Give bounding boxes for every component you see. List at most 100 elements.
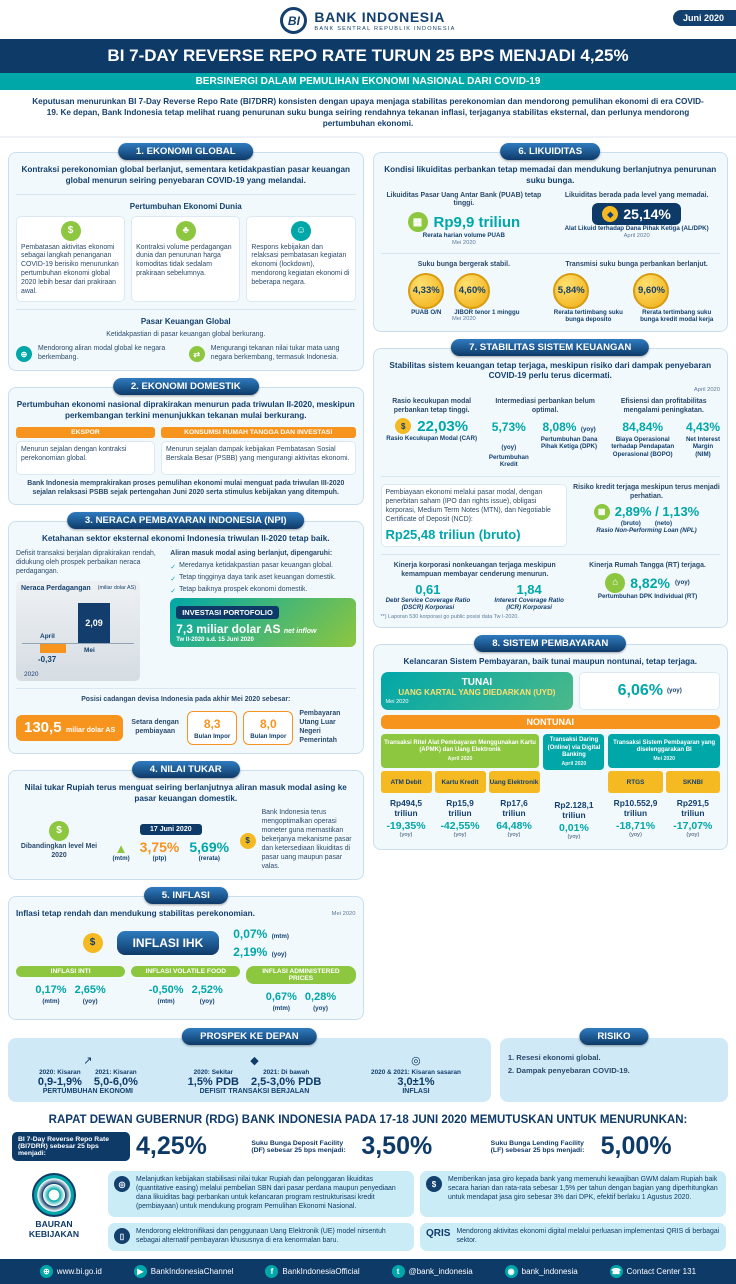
ap-yoy-s: (yoy): [313, 1004, 328, 1012]
date-badge: Juni 2020: [672, 10, 736, 26]
s3-reserves-lead: Posisi cadangan devisa Indonesia pada ak…: [81, 696, 291, 704]
inti-yoy: 2,65%: [74, 983, 106, 996]
risiko-item-1: 1. Resesi ekonomi global.: [507, 1053, 601, 1063]
s1-market-lead: Ketidakpastian di pasar keuangan global …: [106, 331, 266, 339]
ihk-yoy-suffix: (yoy): [271, 950, 287, 958]
section-5-header: 5. INFLASI: [143, 886, 228, 904]
s3-lead: Ketahanan sektor eksternal ekonomi Indon…: [41, 534, 330, 544]
s1-item-2: Kontraksi volume perdagangan dunia dan p…: [136, 243, 232, 278]
s3-inflow-title: Aliran masuk modal asing berlanjut, dipe…: [170, 550, 333, 558]
konsumsi-text: Menurun sejalan dampak kebijakan Pembata…: [165, 445, 350, 462]
chart-value-april: -0,37: [38, 655, 57, 665]
apmk-group-header: Transaksi Ritel Alat Pembayaran Mengguna…: [380, 734, 540, 769]
s6-lead: Kondisi likuiditas perbankan tetap memad…: [384, 165, 717, 185]
bauran-label: BAURAN KEBIJAKAN: [28, 1219, 80, 1240]
s2-note: Bank Indonesia memprakirakan proses pemu…: [27, 479, 345, 496]
aldpk-box: ◆ 25,14%: [592, 203, 681, 226]
s4-compare: Dibandingkan level Mei 2020: [20, 842, 98, 859]
rdg-title: RAPAT DEWAN GUBERNUR (RDG) BANK INDONESI…: [48, 1114, 688, 1127]
vf-mtm-s: (mtm): [157, 997, 175, 1005]
s4-date-badge: 17 Juni 2020: [139, 824, 202, 836]
section-likuiditas: 6. LIKUIDITAS Kondisi likuiditas perbank…: [372, 143, 728, 332]
import1-value: 8,3: [203, 717, 221, 732]
vf-yoy-s: (yoy): [199, 997, 215, 1005]
tunai-box: TUNAI UANG KARTAL YANG DIEDARKAN (UYD) M…: [380, 672, 574, 711]
prospek-growth-group: ↗ 2020: Kisaran 0,9-1,9% 2021: Kisaran 5…: [37, 1055, 138, 1096]
uyd-value: 6,06%: [617, 682, 663, 700]
npl-bars-icon: ▦: [593, 503, 610, 520]
inti-mtm-s: (mtm): [42, 997, 60, 1005]
uyd-value-box: 6,06% (yoy): [579, 672, 720, 711]
s7-footnote: **) Laporan 530 korporasi go public posi…: [380, 613, 519, 620]
inflasi-vf-label: INFLASI VOLATILE FOOD: [131, 965, 241, 977]
car-value: 22,03%: [417, 417, 469, 435]
portfolio-label: INVESTASI PORTOFOLIO: [176, 606, 279, 619]
intermediation-lead: Intermediasi perbankan belum optimal.: [495, 398, 595, 414]
section-3-header: 3. NERACA PEMBAYARAN INDONESIA (NPI): [66, 512, 305, 530]
footer-contact-center[interactable]: ☎ Contact Center 131: [609, 1265, 697, 1279]
npl-neto-label: (neto): [654, 519, 673, 527]
s4-stat2-value: 5,69%: [189, 839, 230, 856]
policy-response-icon: ☺: [290, 220, 311, 241]
rdg-bi7drr: BI 7-Day Reverse Repo Rate (BI7DRR) sebe…: [12, 1132, 245, 1162]
footer-youtube-link[interactable]: ▶ BankIndonesiaChannel: [133, 1265, 234, 1279]
risiko-item-2: 2. Dampak penyebaran COVID-19.: [507, 1065, 630, 1075]
atm-debit-values: Rp494,5 triliun -19,35% (yoy): [386, 798, 426, 839]
giro-coins-icon: $: [426, 1176, 442, 1193]
reserves-value: 130,5: [24, 718, 62, 736]
s4-stat1-value: 3,75%: [139, 839, 180, 856]
transmission-lead: Transmisi suku bunga perbankan berlanjut…: [565, 260, 708, 268]
check-icon: ✓: [170, 587, 177, 595]
icr-value: 1,84: [516, 581, 542, 597]
sknbi-label: SKNBI: [665, 771, 720, 794]
capital-coin-icon: $: [395, 418, 412, 435]
reserves-value-box: 130,5 miliar dolar AS: [16, 714, 124, 741]
footer-website-link[interactable]: ⊕ www.bi.go.id: [39, 1265, 102, 1279]
footer-instagram-link[interactable]: ◉ bank_indonesia: [504, 1265, 578, 1279]
mobile-payment-icon: ▯: [114, 1228, 130, 1245]
s1-item-1: Pembatasan aktivitas ekonomi sebagai lan…: [21, 243, 119, 296]
trade-volume-icon: ♣: [175, 220, 196, 241]
youtube-icon: ▶: [133, 1265, 147, 1279]
footer-twitter-link[interactable]: t @bank_indonesia: [391, 1265, 473, 1279]
footer-bar: ⊕ www.bi.go.id ▶ BankIndonesiaChannel f …: [0, 1259, 736, 1284]
jibor-caption: JIBOR tenor 1 minggu: [454, 308, 520, 316]
car-caption: Rasio Kecukupan Modal (CAR): [386, 434, 478, 442]
money-bags-icon: $: [82, 932, 103, 953]
globe-icon: ⊕: [16, 346, 32, 363]
vf-mtm: -0,50%: [148, 983, 184, 996]
section-4-header: 4. NILAI TUKAR: [131, 760, 240, 778]
stabilization-icon: ◎: [114, 1176, 130, 1193]
check-icon: ✓: [170, 575, 177, 583]
main-columns: 1. EKONOMI GLOBAL Kontraksi perekonomian…: [0, 138, 736, 1022]
rtgs-values: Rp10.552,9 triliun -18,71% (yoy): [613, 798, 658, 839]
import2-label: Bulan Impor: [250, 733, 287, 741]
section-inflasi: 5. INFLASI Inflasi tetap rendah dan mend…: [8, 886, 364, 1021]
rt-value: 8,82%: [630, 574, 670, 591]
s1-market-title: Pasar Keuangan Global: [140, 317, 231, 327]
aldpk-date: April 2020: [623, 232, 650, 239]
daring-values: Rp2.128,1 triliun 0,01% (yoy): [554, 800, 594, 841]
rt-lead: Kinerja Rumah Tangga (RT) terjaga.: [589, 561, 706, 569]
section-7-header: 7. STABILITAS SISTEM KEUANGAN: [451, 338, 650, 356]
footer-facebook-link[interactable]: f BankIndonesiaOfficial: [265, 1265, 360, 1279]
chart-year: 2020: [24, 671, 39, 679]
uyd-date: Mei 2020: [385, 699, 409, 706]
facebook-icon: f: [265, 1265, 279, 1279]
capital-market-value: Rp25,48 triliun (bruto): [385, 526, 521, 542]
loan-rate: 9,60%: [633, 272, 670, 309]
chart-bar-april: [40, 644, 66, 654]
puab-on-rate: 4,33%: [408, 272, 445, 309]
section-8-header: 8. SISTEM PEMBAYARAN: [474, 634, 627, 652]
appreciation-arrow-icon: ▲: [114, 841, 128, 857]
risiko-band: RISIKO 1. Resesi ekonomi global. 2. Damp…: [499, 1028, 728, 1103]
liquid-asset-icon: ◆: [602, 206, 619, 223]
chart-title: Neraca Perdagangan: [21, 585, 91, 593]
portfolio-value: 7,3 miliar dolar AS: [176, 622, 281, 636]
kartu-kredit-values: Rp15,9 triliun -42,55% (yoy): [440, 798, 480, 839]
npl-value: 2,89% / 1,13%: [614, 504, 700, 520]
bopo-value: 84,84%: [622, 419, 664, 434]
bauran-box-2: $ Memberikan jasa giro kepada bank yang …: [420, 1171, 726, 1218]
money-bag-icon: $: [49, 820, 69, 841]
policy-mix-target-icon: [32, 1173, 76, 1218]
